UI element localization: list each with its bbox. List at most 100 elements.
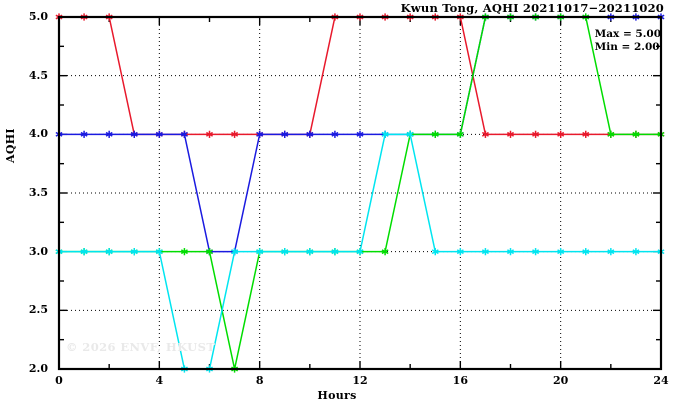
marker-stroke: [431, 131, 439, 137]
data-point: [356, 248, 364, 256]
data-point: [532, 130, 540, 138]
marker-stroke: [607, 249, 615, 255]
marker-stroke: [582, 131, 590, 137]
data-point: [231, 248, 239, 256]
marker-stroke: [582, 249, 590, 255]
x-tick-label: 0: [55, 374, 63, 387]
data-point: [80, 130, 88, 138]
data-point: [582, 130, 590, 138]
data-point: [130, 130, 138, 138]
marker-stroke: [180, 249, 188, 255]
data-point: [456, 248, 464, 256]
data-point: [607, 248, 615, 256]
data-point: [80, 248, 88, 256]
marker-stroke: [105, 131, 113, 137]
marker-stroke: [306, 249, 314, 255]
data-point: [256, 130, 264, 138]
legend-box: Max = 5.00 Min = 2.00: [595, 28, 661, 53]
data-point: [406, 130, 414, 138]
x-axis-label: Hours: [317, 389, 357, 402]
data-point: [632, 248, 640, 256]
data-point: [431, 248, 439, 256]
marker-stroke: [231, 131, 239, 137]
legend-min: Min = 2.00: [594, 40, 660, 53]
data-point: [281, 248, 289, 256]
marker-stroke: [381, 249, 389, 255]
data-point: [130, 248, 138, 256]
data-point: [481, 248, 489, 256]
marker-stroke: [456, 249, 464, 255]
data-point: [306, 248, 314, 256]
marker-stroke: [632, 131, 640, 137]
marker-stroke: [356, 249, 364, 255]
legend-max: Max = 5.00: [594, 28, 661, 40]
marker-stroke: [80, 131, 88, 137]
marker-stroke: [180, 131, 188, 137]
y-tick-label: 4.5: [28, 68, 48, 82]
marker-stroke: [406, 131, 414, 137]
marker-stroke: [231, 249, 239, 255]
data-point: [206, 130, 213, 138]
marker-stroke: [456, 131, 464, 137]
y-tick-label: 2.5: [28, 303, 48, 317]
x-tick-label: 4: [155, 374, 164, 387]
y-tick-label: 4.0: [28, 127, 48, 141]
marker-stroke: [80, 249, 88, 255]
data-point: [456, 130, 464, 138]
marker-stroke: [557, 249, 565, 255]
plot-frame: [57, 15, 663, 371]
marker-stroke: [331, 249, 339, 255]
x-tick-label: 16: [452, 374, 468, 387]
marker-stroke: [481, 131, 489, 137]
data-point: [481, 130, 489, 138]
data-point: [256, 248, 264, 256]
marker-stroke: [155, 249, 163, 255]
marker-stroke: [431, 249, 439, 255]
x-tick-label: 24: [653, 374, 669, 387]
marker-stroke: [481, 249, 489, 255]
data-point: [507, 130, 514, 138]
x-tick-label: 20: [553, 374, 569, 387]
data-point: [331, 130, 339, 138]
chart-title: Kwun Tong, AQHI 20211017−20211020: [400, 1, 664, 15]
marker-stroke: [607, 131, 615, 137]
data-point: [356, 130, 364, 138]
marker-stroke: [256, 131, 264, 137]
data-point: [331, 248, 339, 256]
data-point: [281, 130, 289, 138]
marker-stroke: [281, 131, 289, 137]
x-tick-label: 8: [255, 374, 264, 387]
data-point: [105, 248, 113, 256]
marker-stroke: [105, 249, 113, 255]
marker-stroke: [206, 249, 213, 255]
data-point: [381, 130, 389, 138]
marker-stroke: [130, 131, 138, 137]
data-point: [507, 248, 514, 256]
data-point: [155, 130, 163, 138]
marker-stroke: [155, 131, 163, 137]
data-point: [381, 248, 389, 256]
marker-stroke: [632, 249, 640, 255]
data-point: [155, 248, 163, 256]
marker-stroke: [532, 249, 540, 255]
data-point: [632, 130, 640, 138]
marker-stroke: [306, 131, 314, 137]
data-point: [180, 130, 188, 138]
data-point: [582, 248, 590, 256]
marker-stroke: [356, 131, 364, 137]
marker-stroke: [532, 131, 540, 137]
data-point: [431, 130, 439, 138]
y-tick-label: 3.5: [28, 186, 48, 199]
data-point: [557, 248, 565, 256]
marker-stroke: [557, 131, 565, 137]
y-tick-label: 2.0: [28, 362, 48, 375]
marker-stroke: [206, 131, 213, 137]
data-point: [607, 130, 615, 138]
marker-stroke: [130, 249, 138, 255]
marker-stroke: [507, 249, 514, 255]
data-point: [557, 130, 565, 138]
y-tick-label: 5.0: [28, 10, 48, 23]
marker-stroke: [281, 249, 289, 255]
